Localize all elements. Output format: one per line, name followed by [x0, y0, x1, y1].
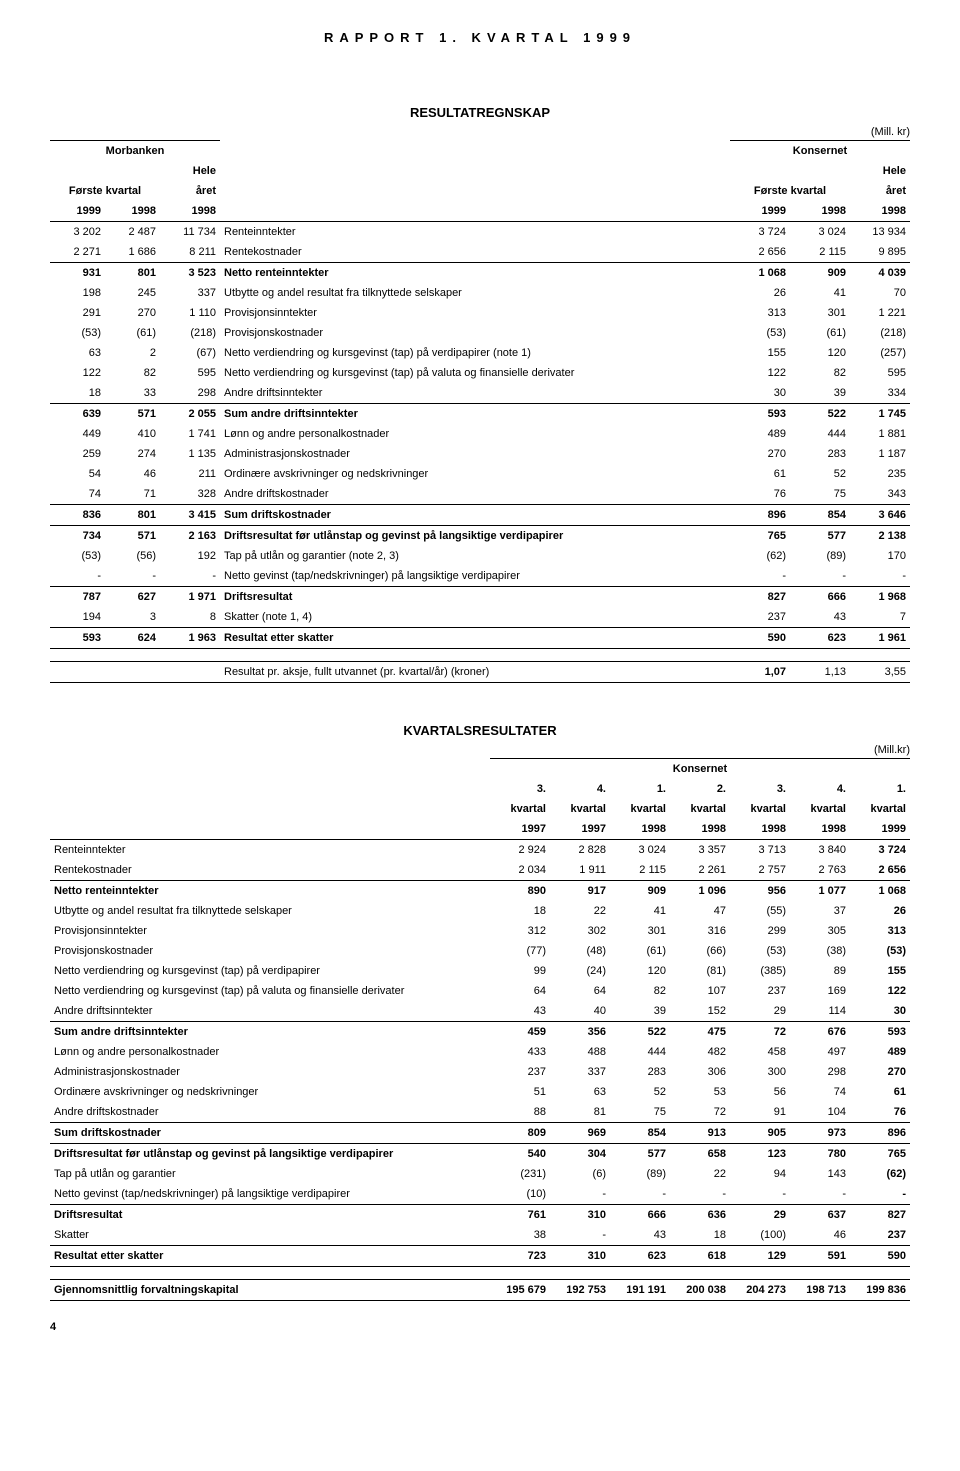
table-row: (53)(61)(218)Provisjonskostnader(53)(61)…: [50, 323, 910, 343]
table-row: Gjennomsnittlig forvaltningskapital195 6…: [50, 1280, 910, 1301]
table-row: Skatter38-4318(100)46237: [50, 1225, 910, 1246]
table-row: Sum driftskostnader809969854913905973896: [50, 1123, 910, 1144]
table-row: [50, 649, 910, 662]
table2-title: KVARTALSRESULTATER: [50, 723, 910, 738]
table-row: 19438Skatter (note 1, 4)237437: [50, 607, 910, 628]
table-row: Provisjonskostnader(77)(48)(61)(66)(53)(…: [50, 941, 910, 961]
table-row: 8368013 415Sum driftskostnader8968543 64…: [50, 505, 910, 526]
table-row: 198245337Utbytte og andel resultat fra t…: [50, 283, 910, 303]
table2-unit: (Mill.kr): [50, 744, 910, 756]
table-row: 7471328Andre driftskostnader7675343: [50, 484, 910, 505]
table-row: Renteinntekter2 9242 8283 0243 3573 7133…: [50, 840, 910, 861]
table-row: 1997199719981998199819981999: [50, 819, 910, 840]
resultat-table: MorbankenKonsernetHeleHeleFørste kvartal…: [50, 140, 910, 683]
table-row: 6395712 055Sum andre driftsinntekter5935…: [50, 404, 910, 425]
table-row: [50, 1267, 910, 1280]
table-row: (53)(56)192Tap på utlån og garantier (no…: [50, 546, 910, 566]
table-row: 7345712 163Driftsresultat før utlånstap …: [50, 526, 910, 547]
table-row: 2592741 135Administrasjonskostnader27028…: [50, 444, 910, 464]
table-row: Lønn og andre personalkostnader433488444…: [50, 1042, 910, 1062]
table-row: 2 2711 6868 211Rentekostnader2 6562 1159…: [50, 242, 910, 263]
table-row: Ordinære avskrivninger og nedskrivninger…: [50, 1082, 910, 1102]
table-row: 2912701 110Provisjonsinntekter3133011 22…: [50, 303, 910, 323]
table-row: Resultat etter skatter723310623618129591…: [50, 1246, 910, 1267]
table-row: ---Netto gevinst (tap/nedskrivninger) på…: [50, 566, 910, 587]
table-row: Andre driftsinntekter4340391522911430: [50, 1001, 910, 1022]
table-row: 3 2022 48711 734Renteinntekter3 7243 024…: [50, 222, 910, 243]
table-row: 5936241 963Resultat etter skatter5906231…: [50, 628, 910, 649]
table-row: Driftsresultat76131066663629637827: [50, 1205, 910, 1226]
table-row: Første kvartalåretFørste kvartalåret: [50, 181, 910, 201]
table-row: Rentekostnader2 0341 9112 1152 2612 7572…: [50, 860, 910, 881]
table-row: 5446211Ordinære avskrivninger og nedskri…: [50, 464, 910, 484]
table-row: Resultat pr. aksje, fullt utvannet (pr. …: [50, 662, 910, 683]
page-header: RAPPORT 1. KVARTAL 1999: [50, 30, 910, 45]
table-row: Netto renteinntekter8909179091 0969561 0…: [50, 881, 910, 902]
table-row: Netto gevinst (tap/nedskrivninger) på la…: [50, 1184, 910, 1205]
table-row: Netto verdiendring og kursgevinst (tap) …: [50, 961, 910, 981]
page-number: 4: [50, 1321, 910, 1333]
table-row: Utbytte og andel resultat fra tilknytted…: [50, 901, 910, 921]
table-row: 3.4.1.2.3.4.1.: [50, 779, 910, 799]
table-row: Administrasjonskostnader2373372833063002…: [50, 1062, 910, 1082]
table-row: MorbankenKonsernet: [50, 141, 910, 162]
table-row: Tap på utlån og garantier(231)(6)(89)229…: [50, 1164, 910, 1184]
table-row: 1833298Andre driftsinntekter3039334: [50, 383, 910, 404]
table-row: HeleHele: [50, 161, 910, 181]
table-row: Provisjonsinntekter312302301316299305313: [50, 921, 910, 941]
kvartals-table: Konsernet3.4.1.2.3.4.1.kvartalkvartalkva…: [50, 758, 910, 1301]
table-row: Andre driftskostnader888175729110476: [50, 1102, 910, 1123]
table-row: 199919981998199919981998: [50, 201, 910, 222]
table-row: kvartalkvartalkvartalkvartalkvartalkvart…: [50, 799, 910, 819]
table-row: Konsernet: [50, 759, 910, 780]
table-row: 632(67)Netto verdiendring og kursgevinst…: [50, 343, 910, 363]
table-row: 9318013 523Netto renteinntekter1 0689094…: [50, 263, 910, 284]
table-row: Driftsresultat før utlånstap og gevinst …: [50, 1144, 910, 1165]
table-row: 7876271 971Driftsresultat8276661 968: [50, 587, 910, 608]
table-row: 12282595Netto verdiendring og kursgevins…: [50, 363, 910, 383]
table1-title: RESULTATREGNSKAP: [50, 105, 910, 120]
table-row: Netto verdiendring og kursgevinst (tap) …: [50, 981, 910, 1001]
table-row: 4494101 741Lønn og andre personalkostnad…: [50, 424, 910, 444]
table1-unit: (Mill. kr): [50, 126, 910, 138]
table-row: Sum andre driftsinntekter459356522475726…: [50, 1022, 910, 1043]
